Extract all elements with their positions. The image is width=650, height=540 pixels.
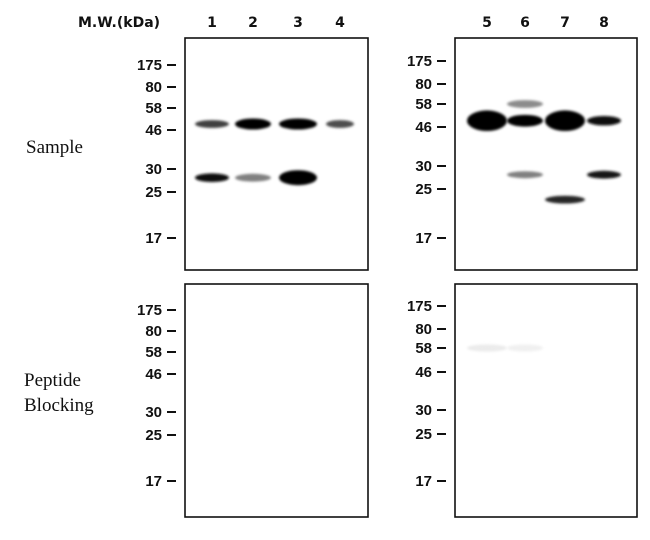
marker-label-80: 80: [145, 79, 162, 96]
marker-label-17: 17: [145, 230, 162, 247]
mw-label: M.W.(kDa): [78, 15, 160, 31]
lane-label-8: 8: [599, 15, 609, 31]
marker-label-17: 17: [415, 230, 432, 247]
lane-label-7: 7: [560, 15, 570, 31]
band-lane-2-28kda: [235, 173, 271, 182]
membrane-frame: [184, 283, 369, 518]
marker-label-17: 17: [145, 473, 162, 490]
lane-label-3: 3: [293, 15, 303, 31]
marker-label-25: 25: [415, 426, 432, 443]
marker-label-175: 175: [137, 57, 162, 74]
marker-label-25: 25: [145, 184, 162, 201]
lane-label-1: 1: [207, 15, 217, 31]
marker-label-58: 58: [415, 96, 432, 113]
marker-label-30: 30: [145, 404, 162, 421]
marker-label-58: 58: [145, 344, 162, 361]
marker-label-46: 46: [145, 366, 162, 383]
band-lane-5-58kda: [467, 344, 507, 352]
marker-label-25: 25: [145, 427, 162, 444]
band-lane-4-49kda: [326, 120, 354, 128]
band-lane-3-28kda: [279, 170, 317, 186]
band-lane-7-23kda: [545, 195, 585, 204]
band-lane-6-49kda: [507, 114, 543, 127]
band-lane-8-28kda: [587, 170, 621, 179]
marker-label-17: 17: [415, 473, 432, 490]
band-lane-6-28kda: [507, 171, 543, 179]
membrane-frame: [184, 37, 369, 271]
marker-label-58: 58: [145, 100, 162, 117]
marker-label-175: 175: [137, 302, 162, 319]
lane-label-6: 6: [520, 15, 530, 31]
row-label-sample: Sample: [26, 137, 83, 158]
marker-label-30: 30: [145, 161, 162, 178]
marker-label-80: 80: [415, 76, 432, 93]
marker-label-46: 46: [145, 122, 162, 139]
lane-label-2: 2: [248, 15, 258, 31]
band-lane-8-49kda: [587, 116, 621, 126]
marker-label-25: 25: [415, 181, 432, 198]
marker-label-80: 80: [145, 323, 162, 340]
band-lane-5-49kda: [467, 110, 507, 132]
band-lane-6-58kda: [507, 344, 543, 352]
marker-label-58: 58: [415, 340, 432, 357]
panel-sample-right: 175 80 58 46 30 25 17: [407, 37, 638, 271]
membrane-frame: [454, 37, 638, 271]
marker-label-175: 175: [407, 53, 432, 70]
band-lane-2-49kda: [235, 118, 271, 130]
marker-label-175: 175: [407, 298, 432, 315]
band-lane-3-49kda: [279, 118, 317, 130]
lane-labels: 1 2 3 4 5 6 7 8: [207, 15, 609, 31]
lane-label-4: 4: [335, 15, 345, 31]
band-lane-6-58kda: [507, 100, 543, 108]
marker-label-30: 30: [415, 402, 432, 419]
membrane-frame: [454, 283, 638, 518]
panel-sample-left: 175 80 58 46 30 25 17: [137, 37, 369, 271]
blot-panels: 175 80 58 46 30 25 17 175 80 58 46 30 25 17 175 80 58 46 3…: [137, 37, 638, 518]
marker-label-80: 80: [415, 321, 432, 338]
row-label-peptide: Peptide: [24, 370, 81, 391]
band-lane-7-49kda: [545, 110, 585, 132]
lane-label-5: 5: [482, 15, 492, 31]
marker-label-46: 46: [415, 119, 432, 136]
marker-label-46: 46: [415, 364, 432, 381]
panel-blocking-left: 175 80 58 46 30 25 17: [137, 283, 369, 518]
panel-blocking-right: 175 80 58 46 30 25 17: [407, 283, 638, 518]
marker-label-30: 30: [415, 158, 432, 175]
band-lane-1-28kda: [195, 173, 229, 183]
band-lane-1-49kda: [195, 120, 229, 128]
row-label-blocking: Blocking: [24, 395, 94, 416]
